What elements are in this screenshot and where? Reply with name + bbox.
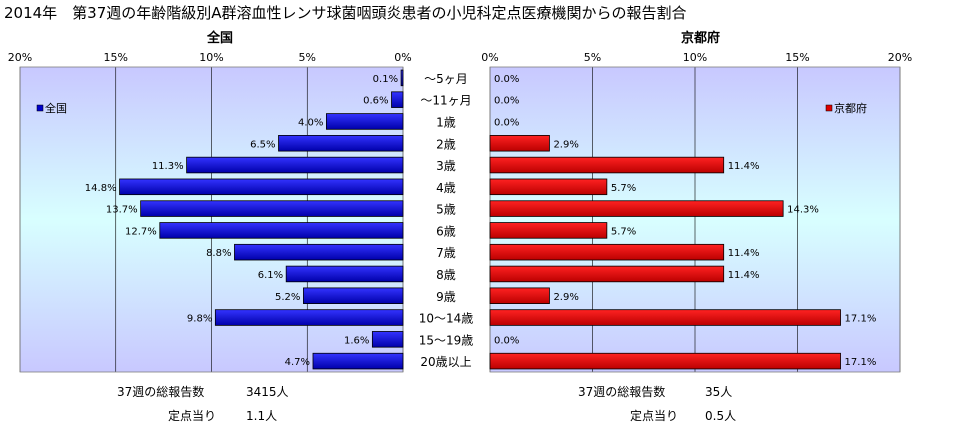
right-total-value: 35人	[705, 385, 733, 399]
bar-left	[140, 200, 404, 217]
legend-label-left: 全国	[45, 101, 67, 115]
x-tick-label-right: 15%	[785, 51, 809, 64]
data-label-right: 2.9%	[553, 139, 578, 150]
bar-right	[489, 178, 608, 196]
left-panel-title: 全国	[207, 31, 234, 46]
data-label-left: 4.7%	[285, 357, 310, 368]
bar-left	[119, 178, 404, 196]
data-label-right: 11.4%	[728, 270, 760, 281]
bar-left	[285, 265, 404, 283]
bar-left	[400, 69, 404, 87]
data-label-left: 4.0%	[298, 117, 323, 128]
bar-left	[186, 156, 404, 174]
bar-left	[312, 352, 404, 370]
legend-right: 京都府	[825, 101, 867, 115]
data-label-right: 11.4%	[728, 248, 760, 259]
category-label: 10～14歳	[419, 312, 474, 326]
bar-right	[489, 287, 550, 304]
data-label-right: 17.1%	[845, 314, 877, 325]
data-label-left: 1.6%	[344, 335, 369, 346]
bar-left	[159, 222, 404, 239]
left-total-value: 3415人	[246, 385, 289, 399]
data-label-left: 5.2%	[275, 292, 300, 303]
category-label: 6歳	[436, 224, 456, 238]
data-label-left: 6.1%	[258, 270, 283, 281]
data-label-right: 0.0%	[494, 74, 519, 85]
category-label: 9歳	[436, 290, 456, 304]
category-label: 7歳	[436, 246, 456, 260]
category-label: 15～19歳	[419, 333, 474, 347]
bar-left	[391, 91, 404, 108]
bar-right	[489, 243, 725, 261]
category-label: 8歳	[436, 268, 456, 282]
data-label-right: 17.1%	[845, 357, 877, 368]
x-tick-label-left: 15%	[104, 51, 128, 64]
x-tick-label-right: 0%	[481, 51, 498, 64]
chart-title: 2014年 第37週の年齢階級別A群溶血性レンサ球菌咽頭炎患者の小児科定点医療機…	[4, 4, 687, 22]
x-tick-label-right: 20%	[888, 51, 912, 64]
right-panel-title: 京都府	[681, 31, 721, 46]
bar-right	[489, 200, 784, 217]
bar-left	[234, 243, 404, 261]
bar-left	[278, 135, 404, 152]
data-label-right: 11.4%	[728, 161, 760, 172]
data-label-left: 9.8%	[187, 314, 212, 325]
data-label-right: 14.3%	[787, 205, 819, 216]
left-per-value: 1.1人	[246, 409, 278, 423]
data-label-left: 11.3%	[152, 161, 184, 172]
data-label-right: 5.7%	[611, 226, 636, 237]
right-plot-border	[489, 66, 901, 373]
x-tick-label-left: 10%	[199, 51, 223, 64]
category-label: 20歳以上	[420, 355, 471, 369]
category-label: 1歳	[436, 115, 456, 129]
data-label-right: 0.0%	[494, 96, 519, 107]
bar-left	[371, 331, 404, 348]
right-per-value: 0.5人	[705, 409, 737, 423]
data-label-left: 0.6%	[363, 96, 388, 107]
left-plot-border	[19, 66, 404, 373]
data-label-left: 14.8%	[85, 183, 117, 194]
category-label: 3歳	[436, 159, 456, 173]
data-label-left: 13.7%	[106, 205, 138, 216]
bar-right	[489, 265, 725, 283]
data-label-right: 0.0%	[494, 117, 519, 128]
bar-right	[489, 135, 550, 152]
right-total-label: 37週の総報告数	[578, 385, 666, 399]
bar-left	[325, 113, 404, 130]
x-tick-label-left: 0%	[394, 51, 411, 64]
bar-right	[489, 156, 725, 174]
legend-label-right: 京都府	[834, 101, 867, 115]
legend-left: 全国	[36, 101, 67, 115]
bar-right	[489, 309, 841, 326]
bar-left	[303, 287, 404, 304]
data-label-right: 2.9%	[553, 292, 578, 303]
data-label-left: 6.5%	[250, 139, 275, 150]
bar-right	[489, 222, 608, 239]
category-label: ～11ヶ月	[420, 94, 471, 108]
category-label: 2歳	[436, 137, 456, 151]
x-tick-label-left: 5%	[299, 51, 316, 64]
legend-swatch-left	[36, 104, 44, 112]
bar-left	[214, 309, 404, 326]
category-label: 4歳	[436, 181, 456, 195]
data-label-left: 8.8%	[206, 248, 231, 259]
legend-swatch-right	[825, 104, 833, 112]
left-per-label: 定点当り	[168, 409, 217, 423]
data-label-right: 5.7%	[611, 183, 636, 194]
data-label-left: 0.1%	[373, 74, 398, 85]
x-tick-label-right: 5%	[584, 51, 601, 64]
left-total-label: 37週の総報告数	[117, 385, 205, 399]
right-per-label: 定点当り	[630, 409, 679, 423]
category-label: 5歳	[436, 203, 456, 217]
category-label: ～5ヶ月	[424, 72, 468, 86]
x-tick-label-left: 20%	[8, 51, 32, 64]
bar-right	[489, 352, 841, 370]
x-tick-label-right: 10%	[683, 51, 707, 64]
data-label-right: 0.0%	[494, 335, 519, 346]
data-label-left: 12.7%	[125, 226, 157, 237]
